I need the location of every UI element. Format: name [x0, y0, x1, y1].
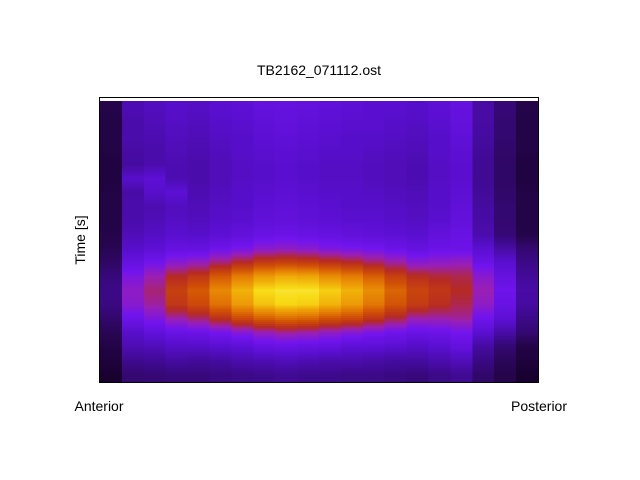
chart-title: TB2162_071112.ost: [256, 62, 382, 78]
x-tick-label-posterior: Posterior: [510, 398, 568, 414]
heatmap-canvas: [100, 101, 538, 382]
x-tick-label-anterior: Anterior: [74, 398, 124, 414]
y-axis-label: Time [s]: [72, 215, 88, 265]
plot-area: [99, 97, 539, 383]
heatmap-top-saturated-row: [100, 98, 538, 101]
